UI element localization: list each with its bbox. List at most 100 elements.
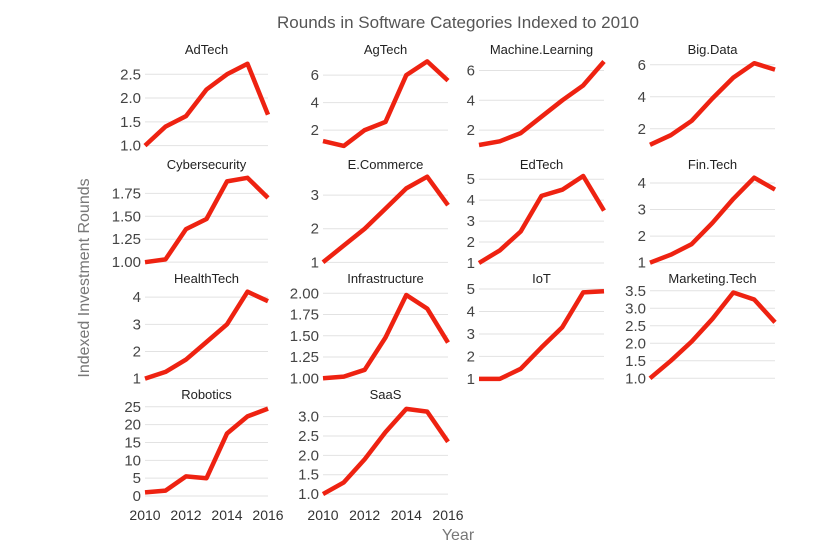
panel-title: Marketing.Tech xyxy=(668,271,756,286)
y-tick-label: 4 xyxy=(467,303,475,320)
panel-big-data: Big.Data 2 4 6 xyxy=(638,42,776,147)
y-tick-label: 2 xyxy=(311,122,319,139)
y-tick-label: 2.5 xyxy=(120,66,141,83)
y-tick-label: 2 xyxy=(467,348,475,365)
panel-title: Robotics xyxy=(181,387,232,402)
x-tick-label: 2010 xyxy=(307,507,338,523)
y-tick-label: 10 xyxy=(124,452,141,469)
y-tick-label: 0 xyxy=(133,488,141,505)
y-tick-label: 3 xyxy=(467,213,475,230)
y-tick-label: 1.75 xyxy=(290,307,319,324)
series-line-edtech xyxy=(477,173,606,265)
y-tick-label: 2.5 xyxy=(625,318,646,335)
series-line-cybersecurity xyxy=(144,175,270,265)
x-tick-label: 2016 xyxy=(252,507,283,523)
panel-edtech: EdTech 1 2 3 4 5 xyxy=(467,157,606,272)
panel-title: Infrastructure xyxy=(347,271,424,286)
y-tick-label: 1.50 xyxy=(112,208,141,225)
y-tick-label: 3 xyxy=(133,316,141,333)
y-tick-label: 1.5 xyxy=(120,114,141,131)
panel-e-commerce: E.Commerce 1 2 3 xyxy=(311,157,450,271)
series-line-robotics xyxy=(144,406,269,495)
panel-title: AgTech xyxy=(364,42,407,57)
y-tick-label: 1.0 xyxy=(298,486,319,503)
y-tick-label: 15 xyxy=(124,434,141,451)
panel-infrastructure: Infrastructure 1.00 1.25 1.50 1.75 2.00 xyxy=(290,271,450,387)
y-tick-label: 2 xyxy=(467,234,475,251)
y-tick-label: 4 xyxy=(133,289,141,306)
series-line-saas xyxy=(321,406,450,497)
y-axis-title: Indexed Investment Rounds xyxy=(76,178,93,377)
y-tick-label: 6 xyxy=(638,57,646,74)
panel-healthtech: HealthTech 1 2 3 4 xyxy=(133,271,269,388)
y-tick-label: 4 xyxy=(638,89,646,106)
y-tick-label: 2 xyxy=(311,221,319,238)
y-tick-label: 2 xyxy=(638,121,646,138)
x-tick-label: 2016 xyxy=(432,507,463,523)
panel-cybersecurity: Cybersecurity 1.00 1.25 1.50 1.75 xyxy=(112,157,270,271)
series-line-big-data xyxy=(649,60,776,147)
y-tick-label: 2.0 xyxy=(298,447,319,464)
y-tick-label: 1.5 xyxy=(298,467,319,484)
y-tick-label: 1.25 xyxy=(290,349,319,366)
panel-iot: IoT 1 2 3 4 5 xyxy=(467,271,605,388)
y-tick-label: 4 xyxy=(311,95,319,112)
series-line-fin-tech xyxy=(649,175,777,265)
y-tick-label: 5 xyxy=(467,281,475,298)
x-tick-label: 2014 xyxy=(211,507,242,523)
y-tick-label: 1 xyxy=(467,371,475,388)
y-tick-label: 4 xyxy=(467,192,475,209)
y-tick-label: 2.5 xyxy=(298,428,319,445)
x-axis-title: Year xyxy=(442,527,475,544)
y-tick-label: 1 xyxy=(311,254,319,271)
y-tick-label: 6 xyxy=(467,62,475,79)
panel-title: HealthTech xyxy=(174,271,239,286)
y-tick-label: 3.0 xyxy=(298,409,319,426)
y-tick-label: 1 xyxy=(133,371,141,388)
panel-fin-tech: Fin.Tech 1 2 3 4 xyxy=(638,157,777,272)
y-tick-label: 3.0 xyxy=(625,300,646,317)
series-line-healthtech xyxy=(144,289,269,381)
y-tick-label: 1 xyxy=(467,255,475,272)
series-line-iot xyxy=(479,288,605,382)
x-tick-label: 2012 xyxy=(170,507,201,523)
chart-title: Rounds in Software Categories Indexed to… xyxy=(277,13,639,32)
series-line-agtech xyxy=(322,59,450,149)
panel-title: Fin.Tech xyxy=(688,157,737,172)
y-tick-label: 1 xyxy=(638,255,646,272)
y-tick-label: 6 xyxy=(311,67,319,84)
y-tick-label: 2 xyxy=(467,122,475,139)
panel-agtech: AgTech 2 4 6 xyxy=(311,42,450,149)
panel-title: Machine.Learning xyxy=(490,42,593,57)
panel-adtech: AdTech 1.0 1.5 2.0 2.5 xyxy=(120,42,271,155)
y-tick-label: 2.0 xyxy=(625,335,646,352)
y-tick-label: 3 xyxy=(638,202,646,219)
y-tick-label: 1.0 xyxy=(120,138,141,155)
panel-saas: SaaS 1.0 1.5 2.0 2.5 3.0 xyxy=(298,387,450,503)
y-tick-label: 1.75 xyxy=(112,185,141,202)
facet-panels: AdTech1.01.52.02.5AgTech246Machine.Learn… xyxy=(112,42,777,505)
panel-title: SaaS xyxy=(370,387,402,402)
panel-title: AdTech xyxy=(185,42,228,57)
y-tick-label: 2 xyxy=(638,228,646,245)
panel-title: Cybersecurity xyxy=(167,157,247,172)
series-line-e-commerce xyxy=(321,174,450,265)
y-tick-label: 2 xyxy=(133,343,141,360)
series-line-infrastructure xyxy=(322,292,450,381)
y-tick-label: 4 xyxy=(467,92,475,109)
panel-marketing-tech: Marketing.Tech 1.01.52.02.53.03.5 xyxy=(625,271,777,387)
series-line-marketing-tech xyxy=(648,290,777,381)
y-tick-label: 2.00 xyxy=(290,285,319,302)
y-tick-label: 5 xyxy=(467,171,475,188)
y-tick-label: 3 xyxy=(467,326,475,343)
series-line-adtech xyxy=(143,61,271,148)
y-tick-label: 3.5 xyxy=(625,283,646,300)
y-tick-label: 1.0 xyxy=(625,370,646,387)
series-line-machine-learning xyxy=(478,60,606,148)
y-tick-label: 3 xyxy=(311,187,319,204)
y-tick-label: 1.5 xyxy=(625,353,646,370)
y-tick-label: 25 xyxy=(124,399,141,416)
y-tick-label: 5 xyxy=(133,470,141,487)
